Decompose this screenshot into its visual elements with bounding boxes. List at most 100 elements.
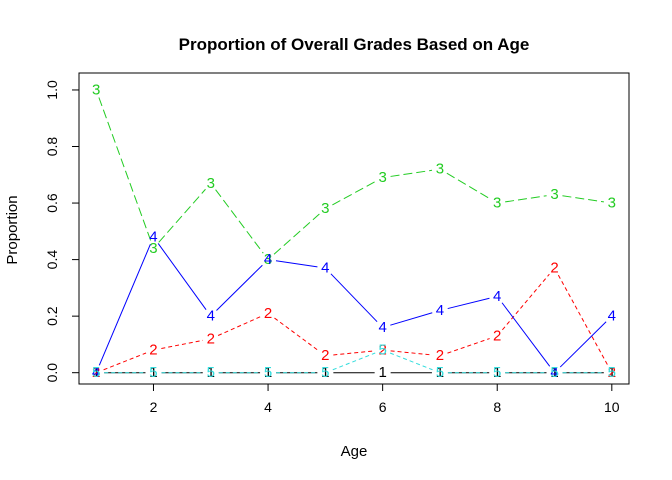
series-2-point: 2 — [378, 342, 386, 359]
series-2-point: 2 — [321, 347, 329, 364]
series-2-segment — [274, 317, 320, 352]
series-1-point: 1 — [550, 364, 558, 381]
series-4-point: 4 — [436, 302, 444, 319]
series-4: 4 4 4 4 4 4 4 4 4 4 — [92, 228, 616, 381]
series-1: 1 1 1 1 1 1 1 1 1 1 — [92, 364, 616, 381]
x-axis: 2 4 6 8 10 — [150, 384, 620, 415]
x-axis-label: Age — [341, 443, 368, 460]
series-1-point: 1 — [493, 364, 501, 381]
series-3-segment — [158, 188, 206, 243]
series-5-point: 5 — [493, 364, 501, 381]
series-2-point: 2 — [436, 347, 444, 364]
series-3-segment — [446, 172, 491, 200]
series-2-segment — [333, 350, 375, 356]
series-5-point: 5 — [550, 364, 558, 381]
series-4-point: 4 — [92, 364, 100, 381]
series-2-point: 2 — [264, 305, 272, 322]
series-4-segment — [559, 321, 607, 368]
series-3-segment — [390, 169, 433, 177]
series-2-segment — [103, 352, 147, 371]
series-3-point: 3 — [608, 195, 616, 212]
series-1-point: 1 — [149, 364, 157, 381]
series-3-point: 3 — [493, 195, 501, 212]
series-2-segment — [390, 350, 433, 356]
series-5-point: 5 — [149, 364, 157, 381]
series-5-point: 5 — [608, 364, 616, 381]
chart-title: Proportion of Overall Grades Based on Ag… — [179, 35, 530, 54]
x-tick-label: 10 — [604, 399, 620, 415]
series-5-point: 5 — [207, 364, 215, 381]
series-4-segment — [501, 302, 551, 367]
series-5-point: 5 — [92, 364, 100, 381]
series-3-point: 3 — [550, 186, 558, 203]
series-5-point: 5 — [321, 364, 329, 381]
series-5-point: 5 — [378, 342, 386, 359]
y-tick-label: 0.2 — [44, 306, 60, 326]
series-3-segment — [332, 180, 376, 206]
series-2-segment — [447, 338, 490, 354]
y-tick-label: 1.0 — [44, 80, 60, 100]
series-2-segment — [161, 339, 204, 350]
series-5-segment — [332, 352, 376, 371]
series-4-point: 4 — [378, 319, 386, 336]
series-4-point: 4 — [608, 308, 616, 325]
y-axis: 0.0 0.2 0.4 0.6 0.8 1.0 — [44, 80, 79, 382]
series-3-point: 3 — [264, 251, 272, 268]
series-2-point: 2 — [207, 330, 215, 347]
series-4-point: 4 — [207, 308, 215, 325]
series-5-point: 5 — [264, 364, 272, 381]
series-4-point: 4 — [321, 260, 329, 277]
series-4-segment — [275, 260, 318, 268]
series-1-point: 1 — [264, 364, 272, 381]
series-2: 2 2 2 2 2 2 2 2 2 2 — [92, 260, 616, 382]
series-5: 5 5 5 5 5 5 5 5 5 5 — [92, 342, 616, 382]
series-3-point: 3 — [207, 175, 215, 192]
series-2-point: 2 — [608, 364, 616, 381]
series-1-point: 1 — [378, 364, 386, 381]
series-5-point: 5 — [436, 364, 444, 381]
series-1-point: 1 — [207, 364, 215, 381]
series-2-point: 2 — [92, 364, 100, 381]
series-2-segment — [217, 316, 261, 336]
series-3: 3 3 3 3 3 3 3 3 3 3 — [92, 81, 616, 268]
series-3-segment — [215, 189, 264, 254]
series-1-point: 1 — [436, 364, 444, 381]
series-4-segment — [216, 264, 263, 311]
series-3-segment — [98, 97, 152, 241]
series-5-segment — [389, 352, 433, 371]
series-4-point: 4 — [550, 364, 558, 381]
series-1-point: 1 — [608, 364, 616, 381]
y-tick-label: 0.8 — [44, 137, 60, 157]
series-4-point: 4 — [264, 251, 272, 268]
series-2-point: 2 — [149, 342, 157, 359]
series-1-point: 1 — [92, 364, 100, 381]
series-4-segment — [98, 244, 151, 366]
y-tick-label: 0.4 — [44, 250, 60, 270]
x-tick-label: 4 — [264, 399, 272, 415]
series-3-point: 3 — [436, 161, 444, 178]
series-3-segment — [505, 195, 547, 203]
series-1-point: 1 — [321, 364, 329, 381]
series-4-point: 4 — [149, 228, 157, 245]
x-tick-label: 6 — [379, 399, 387, 415]
series-3-segment — [273, 213, 320, 255]
x-tick-label: 2 — [150, 399, 158, 415]
y-axis-label: Proportion — [4, 195, 21, 264]
y-tick-label: 0.0 — [44, 363, 60, 383]
series-4-point: 4 — [493, 288, 501, 305]
series-2-segment — [502, 273, 550, 331]
series-3-point: 3 — [92, 81, 100, 98]
series-2-point: 2 — [493, 327, 501, 344]
series-4-segment — [157, 243, 207, 310]
series-2-segment — [557, 274, 609, 366]
series-3-segment — [562, 195, 604, 203]
series-3-point: 3 — [149, 240, 157, 257]
x-tick-label: 8 — [493, 399, 501, 415]
series-3-point: 3 — [378, 169, 386, 186]
series-2-point: 2 — [550, 260, 558, 277]
series-4-segment — [330, 273, 378, 323]
y-tick-label: 0.6 — [44, 193, 60, 213]
plot-frame — [78, 72, 630, 385]
